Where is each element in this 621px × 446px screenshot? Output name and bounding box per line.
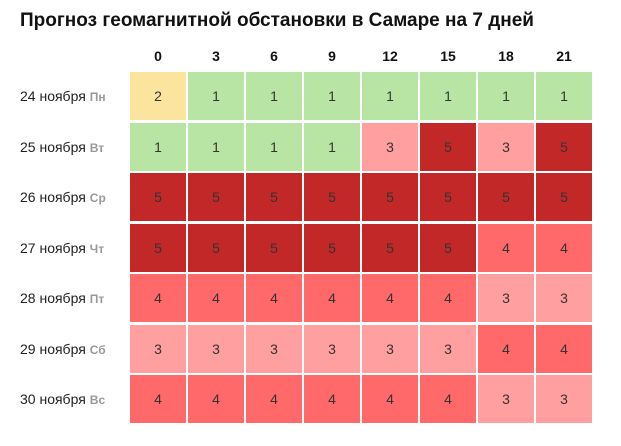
row-weekday: Сб: [89, 342, 106, 357]
cell: 4: [130, 274, 186, 322]
cell: 5: [362, 173, 418, 221]
cell: 4: [536, 324, 592, 373]
cell: 1: [246, 122, 302, 171]
row-weekday: Вт: [89, 140, 105, 155]
cell: 5: [536, 122, 592, 171]
cell: 3: [478, 375, 534, 423]
row-date: 27 ноября Чт: [20, 239, 105, 256]
cell: 1: [188, 72, 244, 120]
row-weekday: Чт: [89, 241, 105, 256]
cell: 4: [130, 375, 186, 423]
cell: 5: [304, 223, 360, 272]
cell: 3: [536, 274, 592, 322]
cell: 4: [246, 375, 302, 423]
cell: 1: [246, 72, 302, 120]
cell: 4: [304, 375, 360, 423]
cell: 1: [420, 72, 476, 120]
row-weekday: Пт: [89, 292, 105, 306]
column-header: 9: [328, 48, 336, 64]
cell: 3: [478, 274, 534, 322]
cell: 5: [304, 173, 360, 221]
cell: 1: [478, 72, 534, 120]
cell: 5: [536, 173, 592, 221]
cell: 2: [130, 72, 186, 120]
cell: 5: [246, 173, 302, 221]
cell: 1: [188, 122, 244, 171]
cell: 5: [188, 223, 244, 272]
cell: 3: [304, 324, 360, 373]
row-weekday: Вс: [89, 393, 106, 407]
cell: 5: [246, 223, 302, 272]
cell: 4: [188, 274, 244, 322]
cell: 3: [478, 122, 534, 171]
cell: 3: [420, 324, 476, 373]
row-date: 29 ноября Сб: [20, 340, 106, 357]
cell: 1: [304, 72, 360, 120]
cell: 3: [362, 324, 418, 373]
cell: 4: [246, 274, 302, 322]
column-header: 18: [498, 48, 514, 64]
column-header: 21: [556, 48, 572, 64]
row-date: 24 ноября Пн: [20, 88, 106, 104]
cell: 4: [188, 375, 244, 423]
column-header: 15: [440, 48, 456, 64]
cell: 5: [420, 223, 476, 272]
row-weekday: Пн: [89, 90, 106, 104]
row-date: 28 ноября Пт: [20, 290, 105, 306]
column-header: 0: [154, 48, 162, 64]
title: Прогноз геомагнитной обстановки в Самаре…: [20, 10, 534, 31]
cell: 5: [478, 173, 534, 221]
cell: 1: [130, 122, 186, 171]
row-weekday: Ср: [89, 191, 106, 205]
cell: 3: [246, 324, 302, 373]
cell: 3: [536, 375, 592, 423]
row-date: 25 ноября Вт: [20, 138, 105, 155]
cell: 5: [420, 122, 476, 171]
row-date: 26 ноября Ср: [20, 189, 106, 205]
cell: 4: [478, 223, 534, 272]
cell: 3: [130, 324, 186, 373]
cell: 5: [188, 173, 244, 221]
cell: 4: [362, 274, 418, 322]
cell: 5: [362, 223, 418, 272]
column-header: 12: [382, 48, 398, 64]
row-date: 30 ноября Вс: [20, 391, 106, 407]
cell: 5: [130, 223, 186, 272]
cell: 4: [304, 274, 360, 322]
cell: 4: [478, 324, 534, 373]
column-header: 6: [270, 48, 278, 64]
cell: 4: [420, 274, 476, 322]
cell: 4: [420, 375, 476, 423]
cell: 1: [362, 72, 418, 120]
column-header: 3: [212, 48, 220, 64]
cell: 4: [362, 375, 418, 423]
cell: 1: [536, 72, 592, 120]
cell: 5: [130, 173, 186, 221]
cell: 1: [304, 122, 360, 171]
cell: 3: [362, 122, 418, 171]
cell: 3: [188, 324, 244, 373]
cell: 4: [536, 223, 592, 272]
cell: 5: [420, 173, 476, 221]
